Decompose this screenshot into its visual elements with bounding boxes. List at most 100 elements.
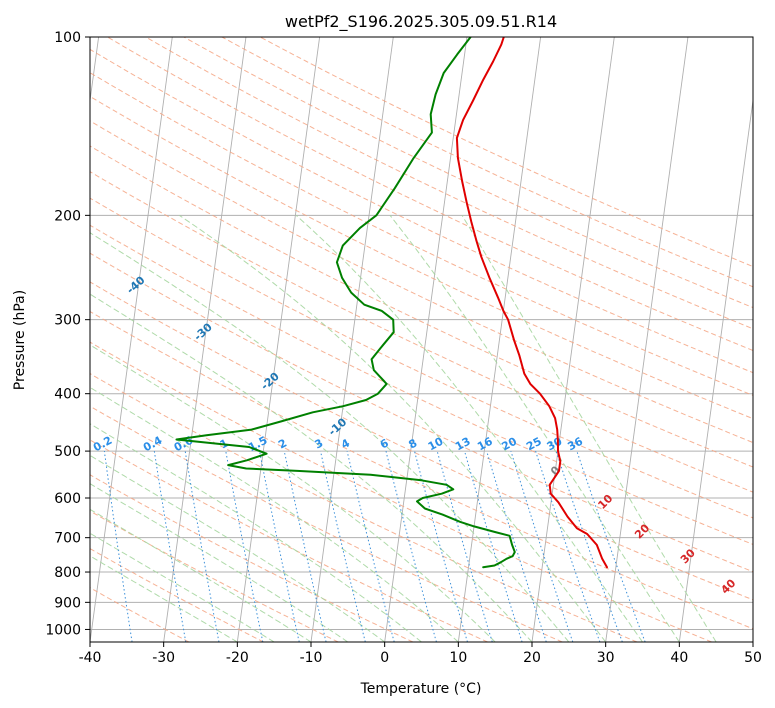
- y-tick-label: 300: [54, 313, 81, 329]
- isotherm-line: [605, 37, 689, 642]
- y-axis-ticks: 100 200 300 400 500 600 700 800 900 1000: [45, 30, 90, 638]
- mixing-ratio-line: [184, 451, 220, 642]
- dry-adiabat-line: [183, 37, 753, 309]
- x-tick-label: 20: [523, 650, 541, 666]
- mixing-ratio-line: [225, 451, 264, 642]
- isotherm-line: [752, 638, 753, 642]
- moist-adiabats: [90, 214, 717, 642]
- dewpoint-line: [175, 37, 516, 569]
- moist-adiabat-line: [179, 214, 607, 642]
- dry-adiabat-line: [145, 37, 753, 330]
- mixing-ratio-line: [576, 450, 646, 642]
- moist-adiabat-line: [90, 293, 533, 642]
- y-axis-label: Pressure (hPa): [12, 290, 28, 390]
- moist-adiabat-label: 10: [595, 492, 615, 512]
- mixing-ratio-label: 25: [524, 435, 544, 454]
- mixing-ratio-line: [385, 450, 437, 642]
- temperature-line: [455, 37, 608, 569]
- dry-adiabat-line: [90, 310, 753, 630]
- isobar-grid: [90, 37, 753, 630]
- dry-adiabat-label: -30: [191, 320, 215, 343]
- x-tick-label: 30: [597, 650, 615, 666]
- x-tick-label: 40: [670, 650, 688, 666]
- mixing-ratio-label: 10: [426, 435, 446, 454]
- moist-adiabat-label: 20: [632, 521, 652, 541]
- dry-adiabat-line: [90, 224, 753, 545]
- x-axis-label: Temperature (°C): [360, 681, 482, 697]
- mixing-ratio-line: [486, 450, 547, 642]
- dry-adiabats: [90, 37, 753, 642]
- moist-adiabat-line: [461, 215, 717, 642]
- mixing-ratio-line: [153, 451, 187, 642]
- mixing-ratio-line: [283, 451, 327, 642]
- moist-adiabat-line: [90, 454, 385, 642]
- dry-adiabat-line: [90, 548, 264, 642]
- dry-adiabat-label: -60: [0, 185, 13, 208]
- y-tick-label: 400: [54, 387, 81, 403]
- mixing-ratio-line: [510, 450, 574, 642]
- mixing-ratio-line: [259, 451, 300, 642]
- dry-adiabat-line: [90, 405, 563, 642]
- moist-adiabat-line: [295, 214, 643, 642]
- x-tick-label: -40: [79, 650, 102, 666]
- isotherm-line: [236, 37, 321, 642]
- y-tick-label: 600: [54, 491, 81, 507]
- moist-adiabat-label: 30: [678, 546, 698, 566]
- mixing-ratio-line: [346, 450, 395, 642]
- x-tick-label: 10: [449, 650, 467, 666]
- isotherm-line: [531, 37, 615, 642]
- dry-adiabat-line: [90, 197, 753, 519]
- dry-adiabat-line: [90, 252, 753, 573]
- y-tick-label: 1000: [45, 622, 81, 638]
- mixing-ratio-line: [414, 450, 468, 642]
- mixing-ratio-line: [320, 450, 366, 642]
- moist-adiabat-line: [389, 214, 680, 642]
- moist-adiabat-line: [90, 344, 496, 642]
- dry-adiabat-line: [90, 48, 753, 374]
- x-axis-ticks: -40 -30 -20 -10 0 10 20 30 40 50: [79, 642, 762, 666]
- mixing-ratio-label: 16: [475, 435, 495, 454]
- y-tick-label: 900: [54, 595, 81, 611]
- line-labels: 0.10.20.40.611.52346810131620253036-100-…: [0, 185, 739, 596]
- dry-adiabat-line: [90, 474, 414, 642]
- isotherm-line: [457, 37, 542, 642]
- y-tick-label: 200: [54, 208, 81, 224]
- dry-adiabat-line: [90, 373, 638, 642]
- mixing-ratio-label: 3: [312, 436, 325, 451]
- mixing-ratio-label: 30: [545, 435, 565, 454]
- plot-frame: [89, 36, 754, 643]
- mixing-ratio-line: [464, 450, 523, 642]
- moist-adiabat-line: [90, 532, 275, 642]
- moist-adiabat-line: [90, 386, 459, 642]
- dry-adiabat-line: [90, 510, 339, 642]
- dry-adiabat-line: [90, 341, 712, 642]
- x-tick-label: -20: [226, 650, 249, 666]
- x-tick-label: 0: [380, 650, 389, 666]
- isotherm-line: [90, 37, 100, 104]
- dry-adiabat-line: [107, 37, 753, 352]
- moist-adiabat-line: [90, 555, 238, 642]
- moist-adiabat-line: [90, 483, 349, 642]
- moist-adiabat-line: [90, 232, 570, 642]
- dry-adiabat-line: [90, 439, 488, 642]
- mixing-ratio-label: 4: [339, 436, 352, 451]
- sounding-series: [175, 37, 608, 569]
- dry-adiabat-label: -20: [258, 370, 282, 393]
- isotherm-line: [678, 97, 753, 642]
- x-tick-label: -10: [300, 650, 323, 666]
- mixing-ratio-line: [103, 451, 133, 642]
- mixing-ratio-line: [555, 450, 623, 642]
- mixing-ratio-label: 13: [453, 435, 473, 454]
- mixing-ratio-lines: [103, 450, 646, 642]
- dry-adiabat-line: [90, 72, 753, 396]
- dry-adiabat-label: -40: [124, 273, 148, 296]
- mixing-ratio-line: [436, 450, 493, 642]
- plot-area: 0.10.20.40.611.52346810131620253036-100-…: [0, 37, 753, 642]
- isotherm-line: [384, 37, 468, 642]
- mixing-ratio-label: 20: [499, 435, 519, 454]
- y-tick-label: 700: [54, 531, 81, 547]
- mixing-ratio-label: 36: [565, 435, 585, 454]
- isotherm-line: [163, 37, 247, 642]
- y-tick-label: 100: [54, 30, 81, 46]
